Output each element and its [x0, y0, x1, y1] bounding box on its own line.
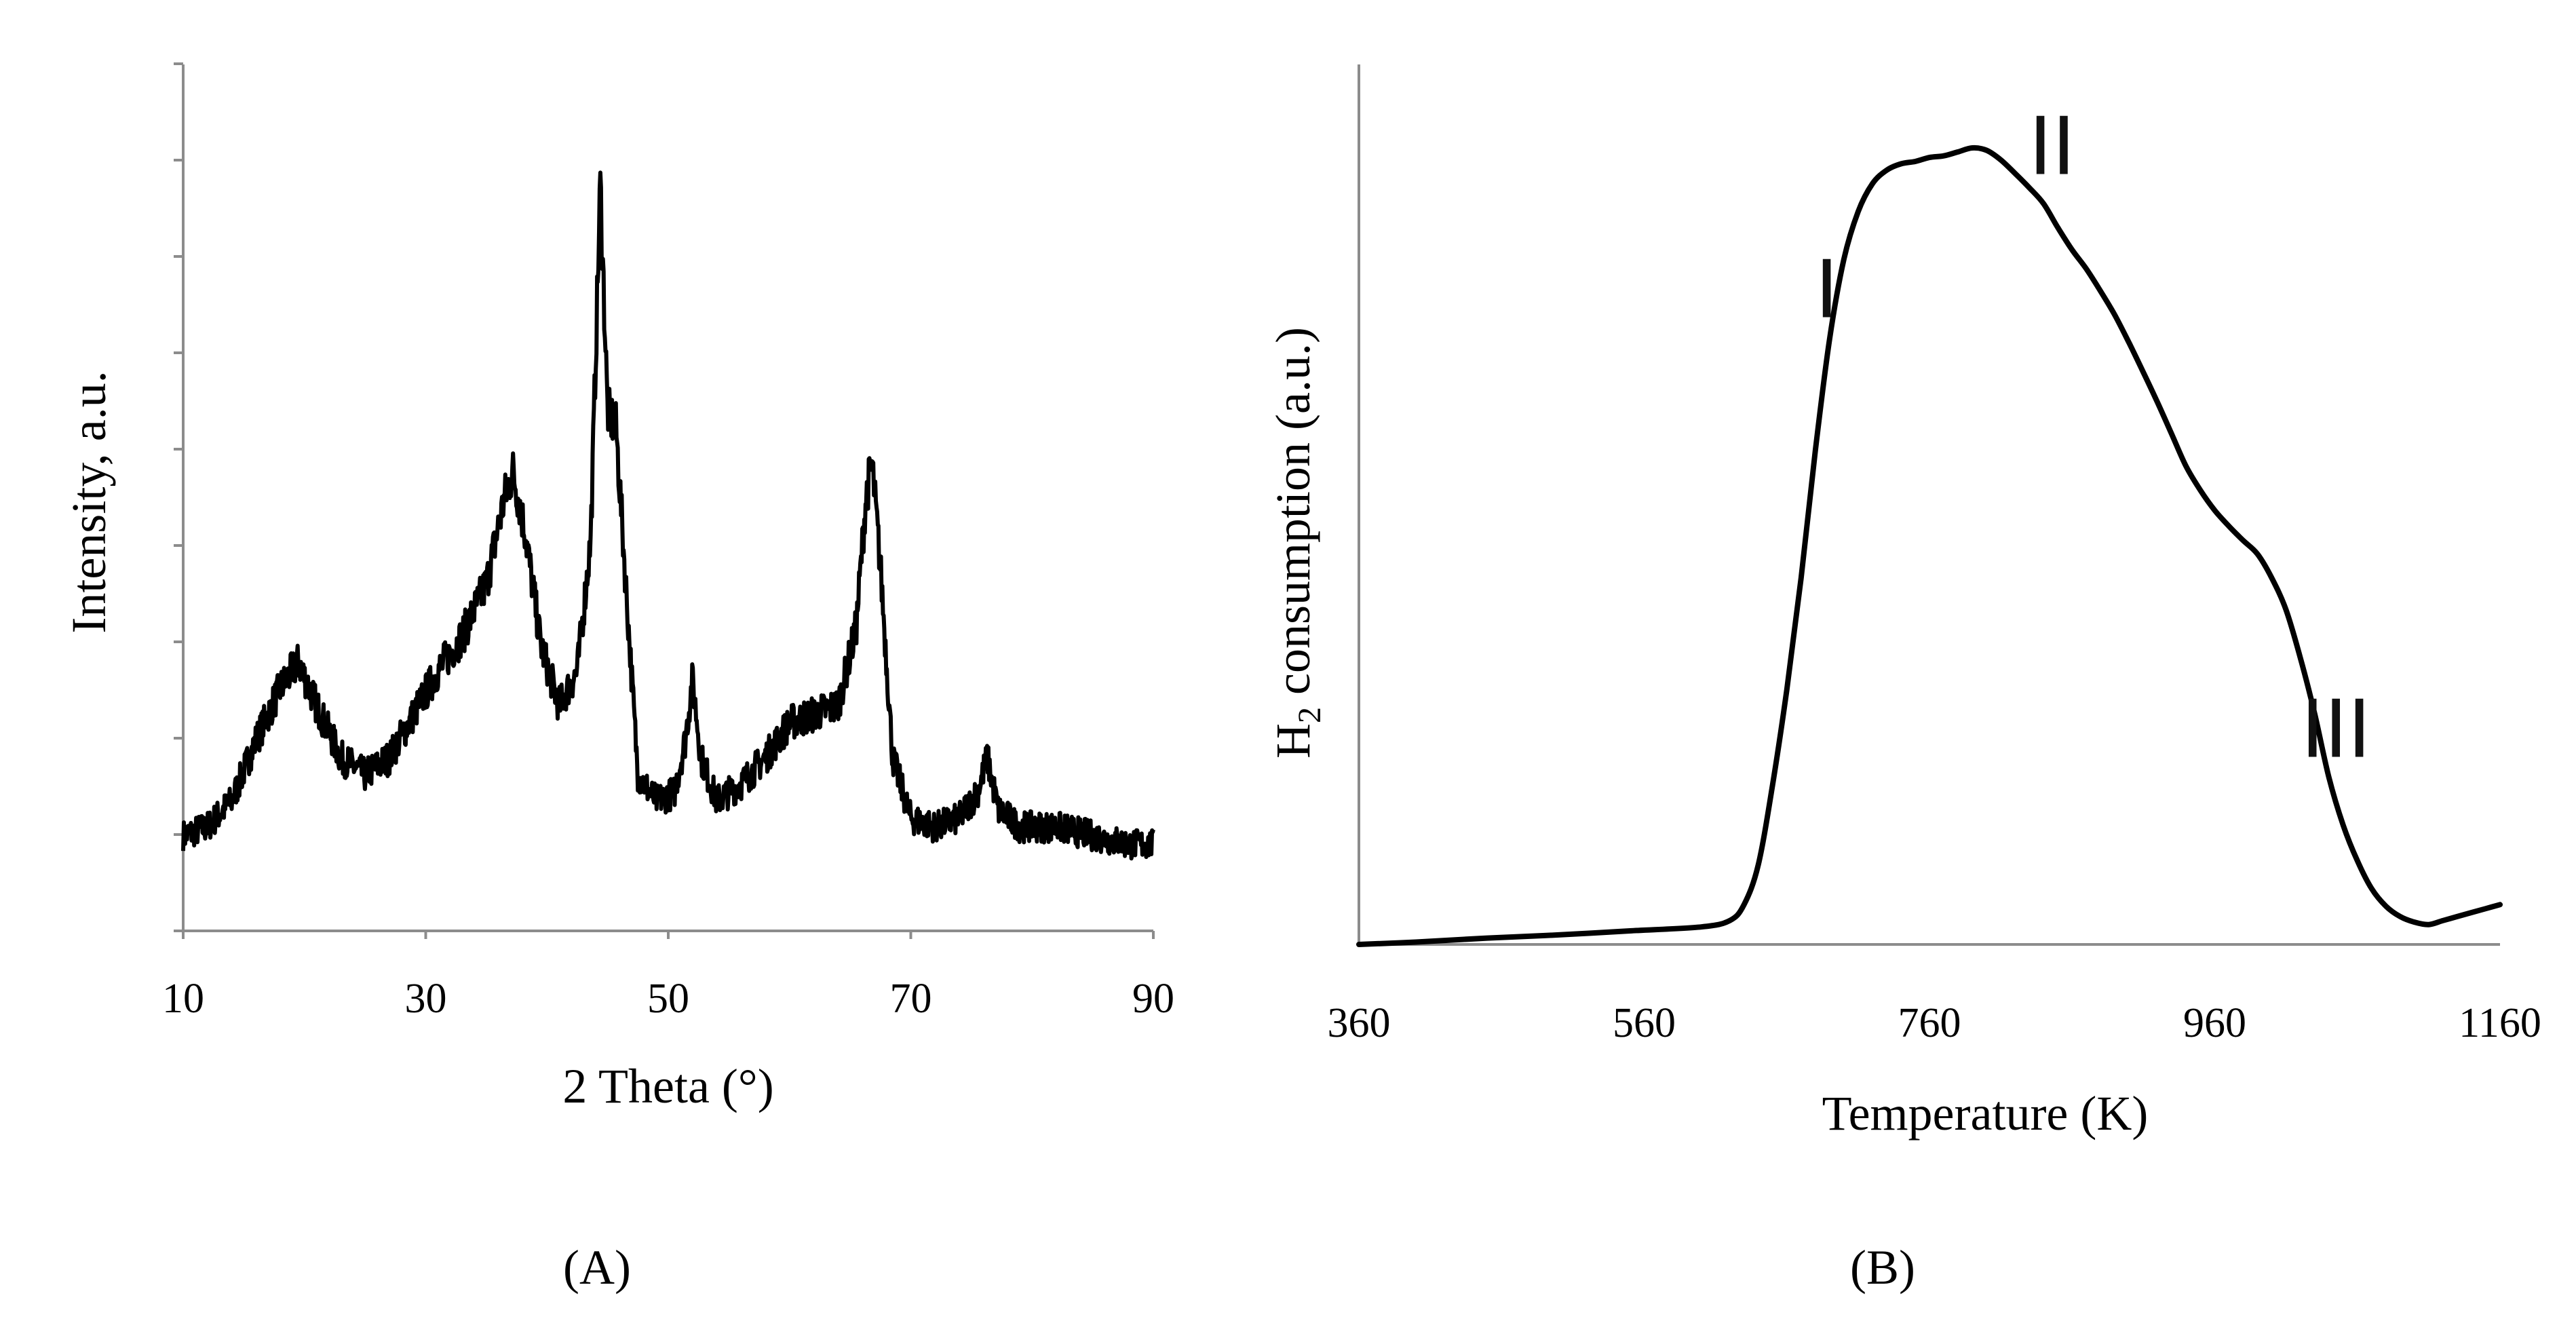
- panel-a-x-tick-label: 30: [405, 976, 447, 1022]
- panel-b-x-ticks: 360 560 760 960 1160: [1328, 1000, 2541, 1046]
- panel-b-x-tick-label: 960: [2183, 1000, 2246, 1046]
- panel-a-x-axis-title: 2 Theta (°): [562, 1059, 773, 1113]
- panel-a-x-tick-label: 50: [647, 976, 689, 1022]
- panel-b-series-line: [1356, 145, 2503, 947]
- panel-b-y-axis-title-h: H: [1266, 723, 1320, 759]
- panel-b-region-label-2: II: [2029, 98, 2075, 192]
- panel-b-x-tick-label: 360: [1328, 1000, 1391, 1046]
- panel-b-region-label-3: III: [2301, 682, 2371, 776]
- panel-a-y-axis-title: Intensity, a.u.: [62, 370, 116, 633]
- panel-b-region-label-1: I: [1815, 242, 1838, 336]
- panel-b-label: (B): [1850, 1240, 1915, 1295]
- panel-b-y-axis-title-rest: consumption (a.u.): [1266, 327, 1320, 707]
- panel-a-label: (A): [563, 1240, 631, 1295]
- panel-a-y-ticks: [174, 62, 183, 932]
- panel-a-x-tick-label: 10: [162, 976, 204, 1022]
- panel-a-series-line: [181, 170, 1155, 861]
- panel-b-x-tick-label: 560: [1613, 1000, 1676, 1046]
- panel-b-y-axis-title: H2 consumption (a.u.): [1266, 327, 1328, 759]
- panel-b-x-tick-label: 760: [1898, 1000, 1961, 1046]
- panel-b-x-tick-label: 1160: [2459, 1000, 2541, 1046]
- panel-b-x-axis-title: Temperature (K): [1822, 1086, 2149, 1141]
- panel-b-y-axis-title-subscript: 2: [1292, 707, 1328, 723]
- panel-a-xrd-chart: 10 30 50 70 90 2 Theta (°) Intensity, a.u. (…: [62, 62, 1174, 1295]
- panel-a-x-tick-label: 90: [1132, 976, 1174, 1022]
- panel-a-x-tick-label: 70: [890, 976, 932, 1022]
- panel-a-x-ticks: 10 30 50 70 90: [162, 931, 1174, 1022]
